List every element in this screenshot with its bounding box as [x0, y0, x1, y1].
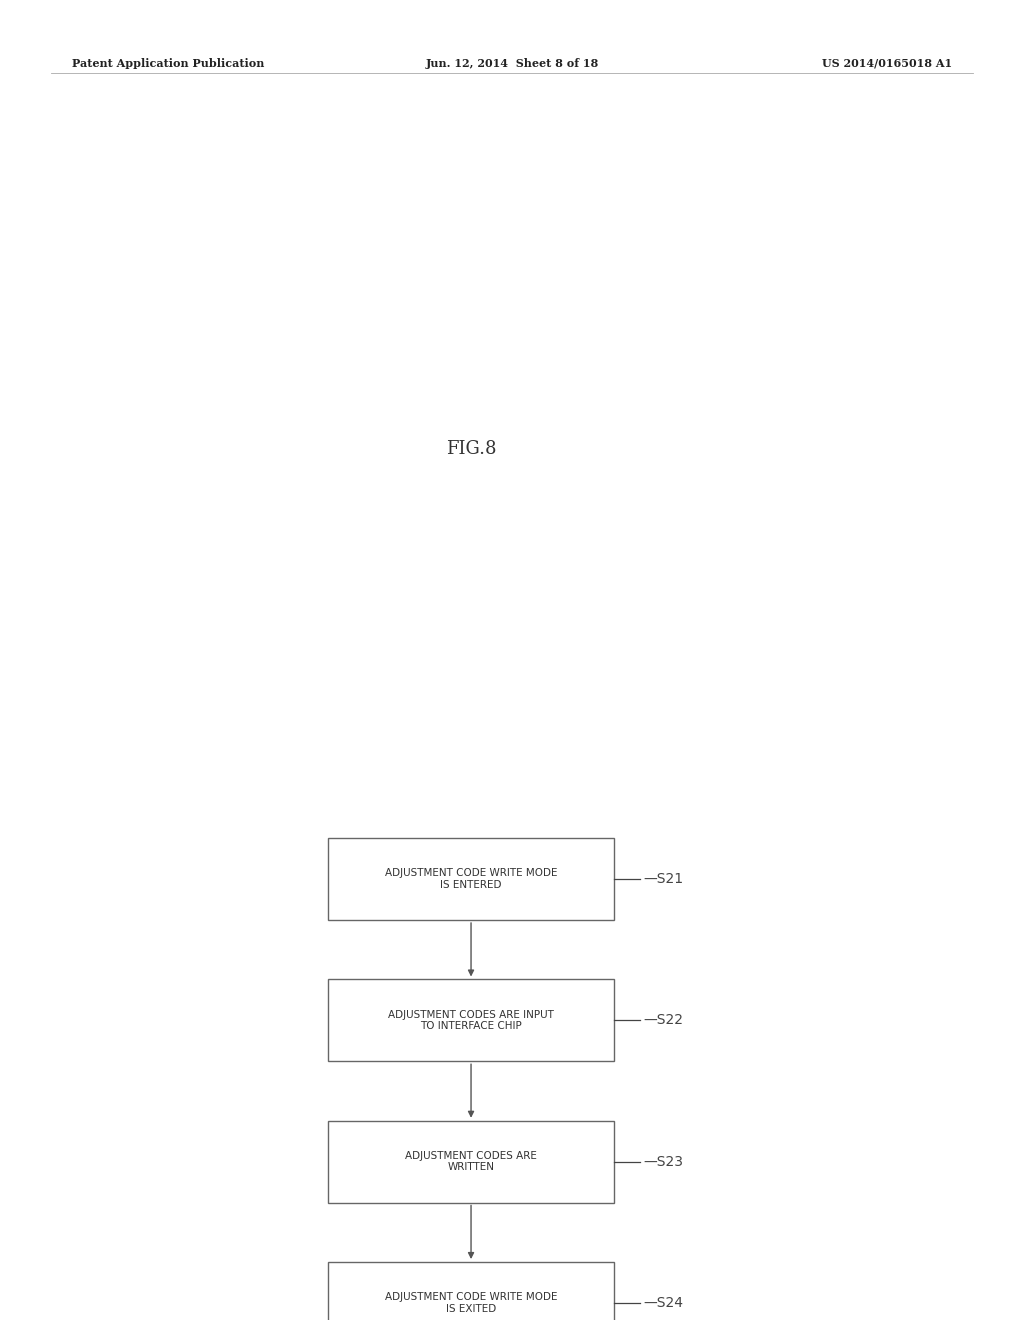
Bar [328, 979, 614, 1061]
Text: —S24: —S24 [643, 1296, 683, 1309]
Bar [328, 1262, 614, 1320]
Text: Patent Application Publication: Patent Application Publication [72, 58, 264, 69]
Text: ADJUSTMENT CODES ARE
WRITTEN: ADJUSTMENT CODES ARE WRITTEN [406, 1151, 537, 1172]
Text: —S23: —S23 [643, 1155, 683, 1168]
Text: FIG.8: FIG.8 [445, 440, 497, 458]
Bar [328, 1121, 614, 1203]
Text: ADJUSTMENT CODE WRITE MODE
IS ENTERED: ADJUSTMENT CODE WRITE MODE IS ENTERED [385, 869, 557, 890]
Text: Jun. 12, 2014  Sheet 8 of 18: Jun. 12, 2014 Sheet 8 of 18 [425, 58, 599, 69]
Text: —S21: —S21 [643, 873, 683, 886]
Text: —S22: —S22 [643, 1014, 683, 1027]
Text: ADJUSTMENT CODE WRITE MODE
IS EXITED: ADJUSTMENT CODE WRITE MODE IS EXITED [385, 1292, 557, 1313]
Text: ADJUSTMENT CODES ARE INPUT
TO INTERFACE CHIP: ADJUSTMENT CODES ARE INPUT TO INTERFACE … [388, 1010, 554, 1031]
Text: US 2014/0165018 A1: US 2014/0165018 A1 [822, 58, 952, 69]
Bar [328, 838, 614, 920]
